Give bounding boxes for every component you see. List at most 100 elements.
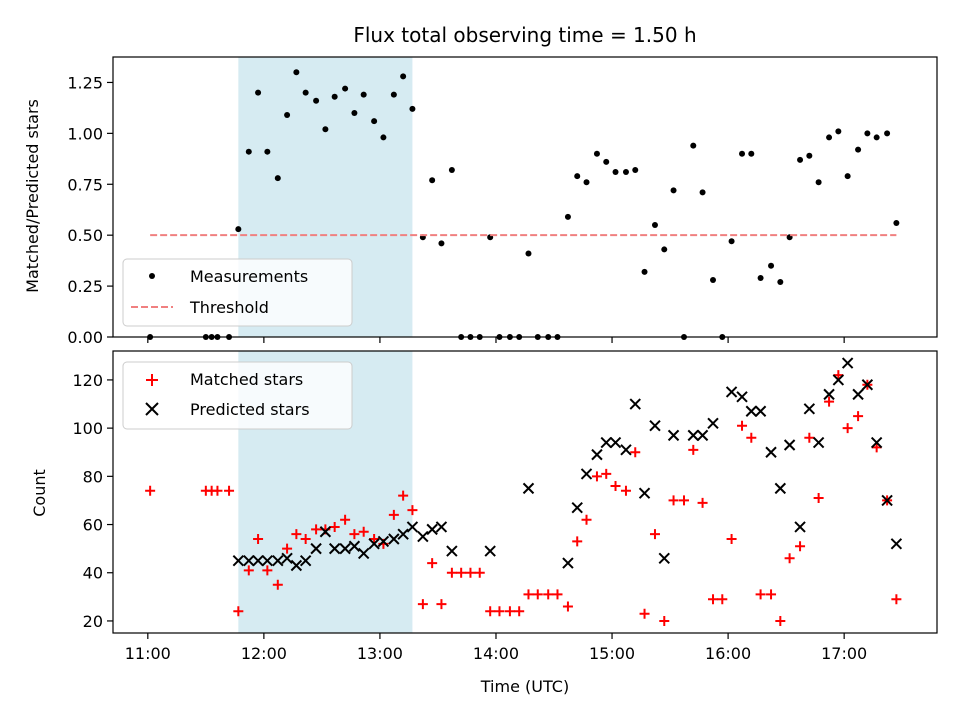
data-point <box>707 417 719 430</box>
bottom-y-axis-label: Count <box>30 469 49 517</box>
data-point <box>603 158 610 165</box>
data-point <box>593 150 600 157</box>
data-point <box>620 485 631 496</box>
data-point <box>388 533 400 545</box>
data-point <box>806 152 813 159</box>
data-point <box>797 156 804 163</box>
bottom-y-tick-label: 80 <box>83 467 103 486</box>
data-point <box>407 505 418 516</box>
top-y-tick-label: 0.75 <box>67 175 103 194</box>
data-point <box>795 541 806 552</box>
bottom-y-tick-label: 100 <box>72 419 103 438</box>
legend-measurements-marker <box>149 273 155 279</box>
data-point <box>641 268 648 275</box>
legend-measurements-label: Measurements <box>190 267 308 286</box>
data-point <box>438 240 445 247</box>
data-point <box>855 146 862 153</box>
data-point <box>581 514 592 525</box>
legend-predicted-label: Predicted stars <box>190 400 310 419</box>
data-point <box>667 429 680 442</box>
data-point <box>340 514 351 525</box>
top-y-tick-label: 0.50 <box>67 226 103 245</box>
data-point <box>601 468 612 479</box>
data-point <box>765 446 777 458</box>
data-point <box>591 471 602 482</box>
data-point <box>351 110 358 116</box>
data-point <box>252 554 264 567</box>
data-point <box>804 432 815 443</box>
top-series-0-points <box>147 69 900 340</box>
data-point <box>224 485 235 496</box>
data-point <box>591 448 603 461</box>
data-point <box>745 405 758 417</box>
data-point <box>864 130 871 137</box>
data-point <box>331 93 338 100</box>
data-point <box>777 279 784 286</box>
data-point <box>612 169 619 176</box>
data-point <box>272 579 283 590</box>
data-point <box>668 495 679 506</box>
data-point <box>649 529 660 540</box>
data-point <box>232 554 245 567</box>
data-point <box>342 85 349 92</box>
data-point <box>319 526 332 538</box>
data-point <box>746 432 757 443</box>
data-point <box>697 497 708 508</box>
data-point <box>649 420 661 432</box>
top-legend-frame <box>122 258 353 327</box>
data-point <box>358 526 369 537</box>
data-point <box>299 554 312 567</box>
data-point <box>436 599 447 610</box>
data-point <box>264 148 271 155</box>
data-point <box>622 169 629 176</box>
bottom-y-tick-label: 60 <box>83 516 103 535</box>
data-point <box>552 589 563 600</box>
data-point <box>629 398 641 410</box>
data-point <box>783 439 796 451</box>
data-point <box>429 177 436 184</box>
data-point <box>728 238 735 245</box>
legend-matched-marker <box>146 374 158 386</box>
data-point <box>833 370 844 381</box>
data-point <box>571 501 583 514</box>
bottom-series-0-points <box>145 370 902 626</box>
bottom-y-tick-label: 120 <box>72 371 103 390</box>
data-point <box>630 447 641 458</box>
data-point <box>775 615 786 626</box>
data-point <box>262 565 273 576</box>
data-point <box>632 167 639 174</box>
data-point <box>243 554 255 567</box>
top-y-tick-label: 1.25 <box>67 73 103 92</box>
data-point <box>261 554 274 567</box>
data-point <box>754 405 767 417</box>
data-point <box>310 542 322 555</box>
data-point <box>688 444 699 455</box>
data-point <box>813 493 824 504</box>
data-point <box>300 534 311 544</box>
data-point <box>417 599 428 610</box>
data-point <box>235 226 242 233</box>
x-tick-label: 11:00 <box>125 644 171 663</box>
chart-title: Flux total observing time = 1.50 h <box>353 23 696 47</box>
data-point <box>360 91 367 98</box>
data-point <box>522 482 535 495</box>
data-point <box>562 601 573 612</box>
data-point <box>766 589 777 600</box>
data-point <box>583 179 590 186</box>
data-point <box>446 567 457 578</box>
data-point <box>243 565 254 576</box>
data-point <box>426 523 438 536</box>
data-point <box>748 150 755 157</box>
data-point <box>465 567 476 578</box>
data-point <box>562 557 574 569</box>
x-tick-label: 16:00 <box>705 644 751 663</box>
data-point <box>400 73 407 80</box>
data-point <box>532 589 543 600</box>
data-point <box>861 379 874 391</box>
data-point <box>852 388 864 401</box>
data-point <box>823 388 835 401</box>
top-y-tick-label: 1.00 <box>67 124 103 143</box>
data-point <box>736 391 748 403</box>
x-tick-label: 12:00 <box>241 644 287 663</box>
data-point <box>784 553 795 564</box>
